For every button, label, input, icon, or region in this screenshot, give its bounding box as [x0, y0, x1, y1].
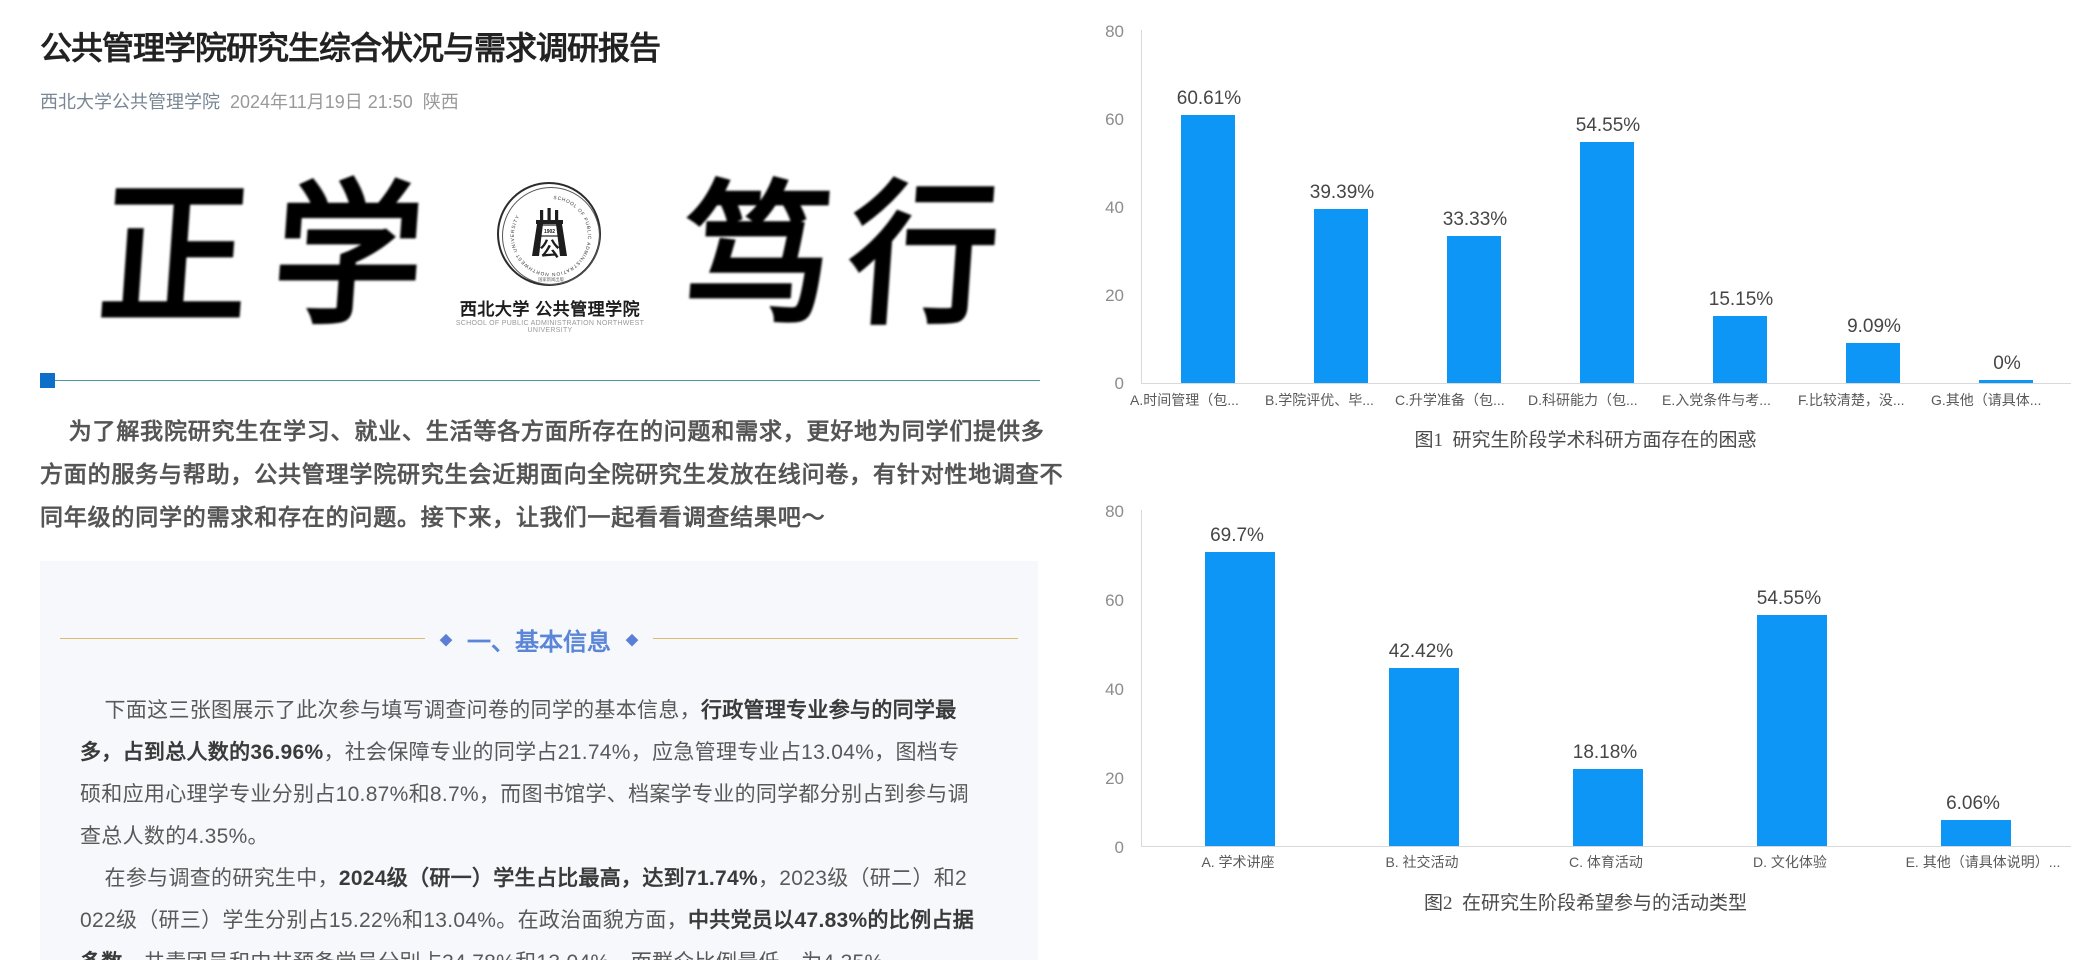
svg-text:1902: 1902: [544, 229, 555, 235]
svg-text:公: 公: [540, 238, 560, 261]
